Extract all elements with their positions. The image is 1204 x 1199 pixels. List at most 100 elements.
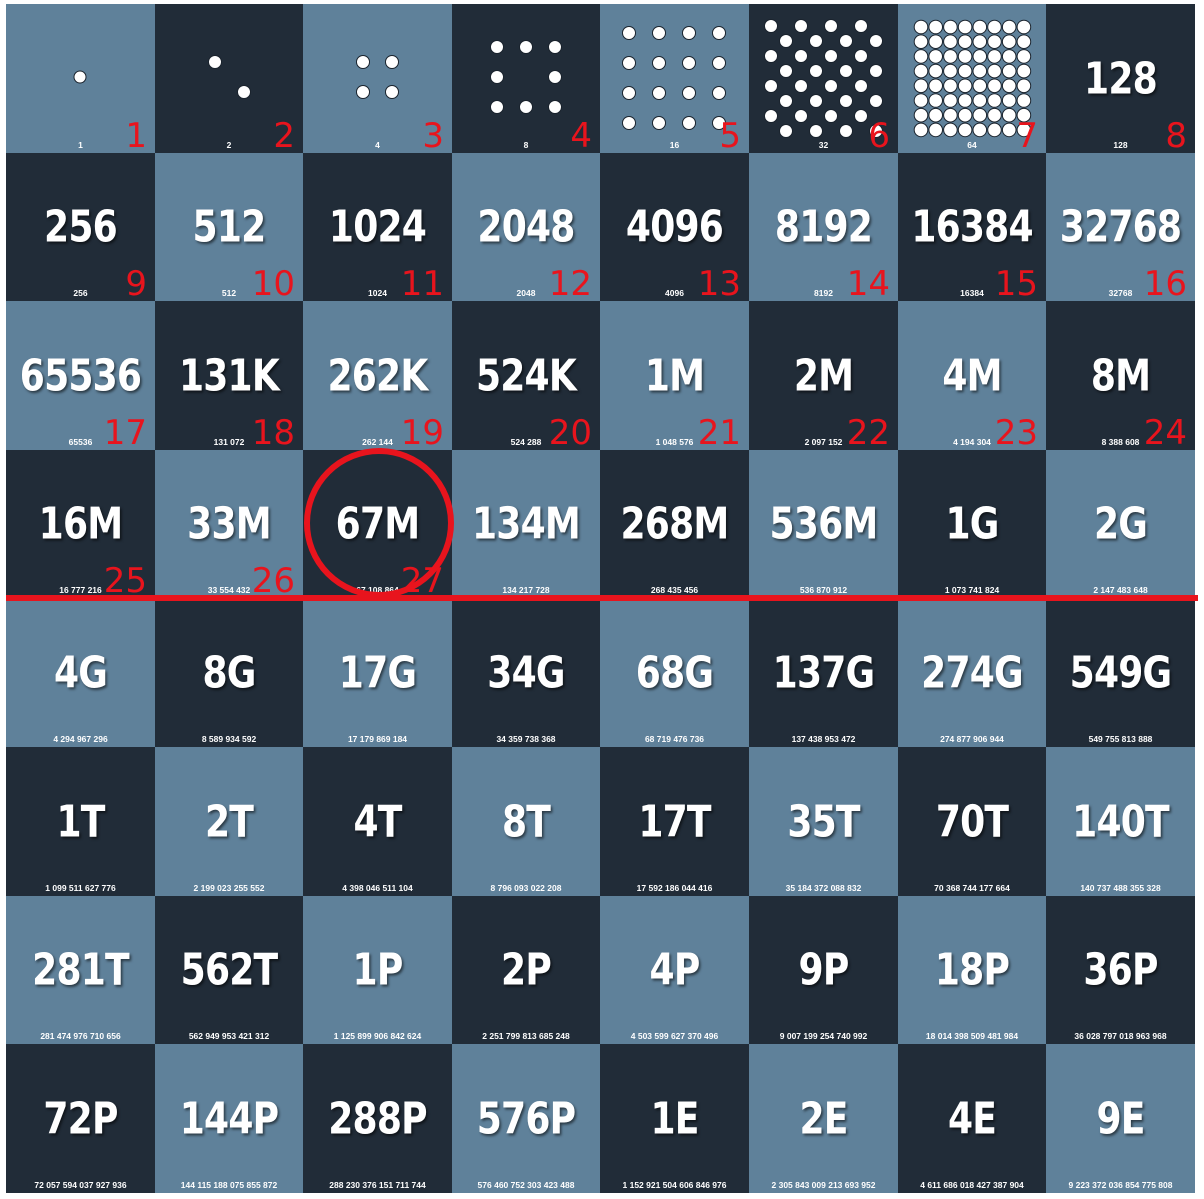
grain-count-full: 131 072 bbox=[213, 437, 245, 447]
grain-dot bbox=[957, 93, 973, 108]
grain-dot bbox=[712, 116, 726, 130]
grain-count-short: 70T bbox=[935, 796, 1009, 847]
grain-dot bbox=[839, 64, 853, 78]
grain-count-full: 68 719 476 736 bbox=[644, 734, 705, 744]
grain-dot bbox=[869, 94, 883, 108]
grain-dot bbox=[943, 122, 958, 138]
grain-dot bbox=[682, 56, 696, 70]
grain-dot bbox=[548, 70, 562, 84]
grain-dot bbox=[928, 93, 944, 108]
board-square: 4T 4 398 046 511 104 bbox=[303, 747, 452, 896]
grain-count-short: 274G bbox=[921, 647, 1023, 698]
board-square: 4M 4 194 304 23 bbox=[898, 301, 1046, 450]
board-square: 137G 137 438 953 472 bbox=[749, 598, 898, 747]
grain-count-short: 18P bbox=[934, 944, 1010, 996]
grain-count-short: 2E bbox=[799, 1093, 848, 1144]
board-square: 9P 9 007 199 254 740 992 bbox=[749, 896, 898, 1044]
grain-dot bbox=[1016, 107, 1032, 123]
grain-count-full: 33 554 432 bbox=[207, 585, 251, 595]
grain-count-short: 2G bbox=[1093, 498, 1148, 550]
board-square: 36P 36 028 797 018 963 968 bbox=[1046, 896, 1195, 1044]
grain-count-short: 2048 bbox=[477, 201, 575, 253]
grain-count-short: 562T bbox=[180, 944, 278, 996]
grain-count-full: 9 223 372 036 854 775 808 bbox=[1068, 1180, 1173, 1190]
grain-dot bbox=[869, 34, 883, 48]
square-number: 2 bbox=[273, 116, 295, 153]
grain-count-short: 1P bbox=[352, 944, 404, 996]
grain-dot bbox=[1001, 78, 1017, 94]
grain-dot bbox=[913, 19, 929, 35]
square-number: 9 bbox=[125, 264, 147, 301]
grain-dot bbox=[943, 78, 958, 94]
square-number: 14 bbox=[846, 264, 890, 301]
grain-dot bbox=[779, 124, 793, 138]
grain-dot bbox=[987, 122, 1002, 138]
grain-count-short: 4G bbox=[53, 647, 108, 698]
square-number: 16 bbox=[1143, 264, 1187, 301]
grain-dot bbox=[972, 49, 988, 64]
square-number: 26 bbox=[251, 561, 295, 598]
square-number: 21 bbox=[697, 413, 741, 450]
board-square: 70T 70 368 744 177 664 bbox=[898, 747, 1046, 896]
grain-dot bbox=[548, 40, 562, 54]
grain-count-full: 36 028 797 018 963 968 bbox=[1074, 1031, 1167, 1041]
grain-count-short: 16384 bbox=[911, 201, 1033, 253]
board-square: 1G 1 073 741 824 bbox=[898, 450, 1046, 598]
grain-count-full: 17 592 186 044 416 bbox=[636, 883, 713, 893]
grain-dot bbox=[794, 79, 808, 93]
square-number: 8 bbox=[1165, 116, 1187, 153]
grain-count-short: 1G bbox=[945, 498, 999, 550]
board-square: 16 5 bbox=[600, 4, 749, 153]
grain-count-full: 34 359 738 368 bbox=[496, 734, 556, 744]
square-number: 11 bbox=[400, 264, 444, 301]
grain-dot bbox=[957, 49, 973, 64]
board-square: 562T 562 949 953 421 312 bbox=[155, 896, 303, 1044]
board-square: 32 6 bbox=[749, 4, 898, 153]
grain-count-full: 1 bbox=[78, 140, 83, 150]
grain-count-short: 33M bbox=[187, 498, 271, 550]
board-square: 17T 17 592 186 044 416 bbox=[600, 747, 749, 896]
grain-dot bbox=[490, 100, 504, 114]
grain-dot bbox=[869, 124, 883, 138]
grain-dots bbox=[208, 55, 251, 99]
grain-dot bbox=[972, 63, 988, 79]
grain-dot bbox=[913, 49, 929, 64]
grain-count-short: 16M bbox=[38, 498, 123, 550]
grain-dot bbox=[385, 55, 399, 69]
grain-count-short: 9P bbox=[798, 944, 850, 996]
board-square: 144P 144 115 188 075 855 872 bbox=[155, 1044, 303, 1193]
grain-count-short: 4096 bbox=[625, 201, 724, 253]
grain-count-short: 4P bbox=[649, 944, 701, 996]
board-square: 17G 17 179 869 184 bbox=[303, 598, 452, 747]
grain-count-full: 17 179 869 184 bbox=[347, 734, 408, 744]
grain-dot bbox=[972, 107, 988, 123]
grain-count-short: 72P bbox=[43, 1093, 118, 1144]
grain-count-full: 536 870 912 bbox=[799, 585, 848, 595]
grain-dot bbox=[519, 40, 533, 54]
grain-count-short: 17T bbox=[638, 796, 711, 847]
grain-dot bbox=[913, 63, 929, 79]
grain-dots bbox=[490, 40, 562, 114]
grain-dots bbox=[913, 19, 1032, 138]
grain-dot bbox=[490, 40, 504, 54]
board-square: 4E 4 611 686 018 427 387 904 bbox=[898, 1044, 1046, 1193]
grain-dot bbox=[957, 34, 973, 50]
board-square: 16384 16384 15 bbox=[898, 153, 1046, 301]
board-square: 18P 18 014 398 509 481 984 bbox=[898, 896, 1046, 1044]
grain-dot bbox=[356, 55, 370, 69]
grain-count-full: 256 bbox=[73, 288, 88, 298]
grain-dot bbox=[652, 116, 666, 130]
board-square: 2G 2 147 483 648 bbox=[1046, 450, 1195, 598]
grain-count-full: 288 230 376 151 711 744 bbox=[329, 1180, 426, 1190]
grain-dot bbox=[712, 86, 726, 100]
grain-count-full: 8 388 608 bbox=[1101, 437, 1140, 447]
grain-dot bbox=[928, 49, 944, 64]
grain-count-short: 128 bbox=[1084, 53, 1158, 104]
grain-dots bbox=[622, 26, 726, 130]
board-square: 274G 274 877 906 944 bbox=[898, 598, 1046, 747]
square-number: 1 bbox=[125, 116, 147, 153]
grain-count-full: 4 611 686 018 427 387 904 bbox=[920, 1180, 1024, 1190]
grain-dot bbox=[682, 86, 696, 100]
board-square: 512 512 10 bbox=[155, 153, 303, 301]
square-number: 23 bbox=[994, 413, 1038, 450]
